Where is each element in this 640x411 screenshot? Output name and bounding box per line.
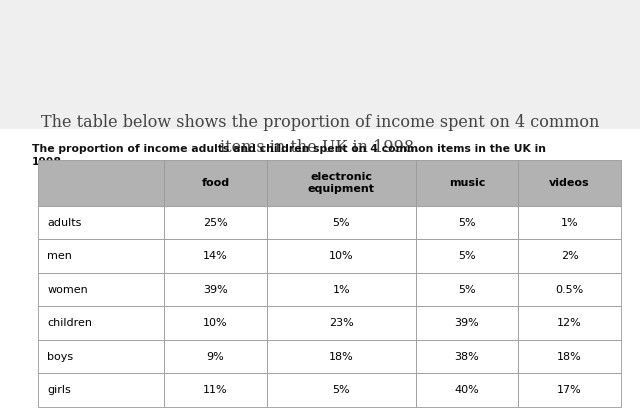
Text: 1%: 1% (332, 285, 350, 295)
Text: 9%: 9% (207, 352, 224, 362)
Text: 5%: 5% (332, 218, 350, 228)
Text: 5%: 5% (332, 385, 350, 395)
Text: boys: boys (47, 352, 73, 362)
Text: food: food (202, 178, 230, 188)
Text: 25%: 25% (203, 218, 228, 228)
Text: 39%: 39% (454, 318, 479, 328)
Bar (518, 160, 621, 206)
Bar (518, 340, 621, 374)
Text: 14%: 14% (203, 251, 228, 261)
Text: 38%: 38% (454, 352, 479, 362)
Text: 17%: 17% (557, 385, 582, 395)
Bar (518, 206, 621, 239)
Text: videos: videos (549, 178, 590, 188)
Bar (164, 307, 267, 340)
Bar (267, 206, 415, 239)
Bar (518, 307, 621, 340)
Bar (415, 206, 518, 239)
Text: 10%: 10% (329, 251, 353, 261)
Text: electronic
equipment: electronic equipment (308, 172, 374, 194)
Text: women: women (47, 285, 88, 295)
Bar (267, 273, 415, 307)
Text: 5%: 5% (458, 285, 476, 295)
Bar (164, 206, 267, 239)
Text: adults: adults (47, 218, 81, 228)
Bar (415, 239, 518, 273)
Bar (267, 374, 415, 407)
Text: girls: girls (47, 385, 71, 395)
Bar (415, 340, 518, 374)
Bar (267, 239, 415, 273)
Bar (267, 307, 415, 340)
Text: 5%: 5% (458, 218, 476, 228)
Bar (38, 239, 164, 273)
Bar (164, 273, 267, 307)
Text: music: music (449, 178, 485, 188)
Text: The proportion of income adults and children spent on 4 common items in the UK i: The proportion of income adults and chil… (32, 144, 546, 167)
Bar (38, 340, 164, 374)
Bar (518, 374, 621, 407)
Text: 1%: 1% (561, 218, 579, 228)
Bar (415, 273, 518, 307)
Bar (164, 340, 267, 374)
Text: 11%: 11% (203, 385, 228, 395)
Text: 10%: 10% (203, 318, 228, 328)
Text: 18%: 18% (329, 352, 353, 362)
Bar (518, 273, 621, 307)
Bar (38, 374, 164, 407)
Bar (164, 374, 267, 407)
Text: 0.5%: 0.5% (556, 285, 584, 295)
Text: men: men (47, 251, 72, 261)
Text: The table below shows the proportion of income spent on 4 common
items in the UK: The table below shows the proportion of … (41, 114, 599, 156)
Bar (38, 273, 164, 307)
Bar (38, 160, 164, 206)
Bar (267, 160, 415, 206)
Bar (164, 239, 267, 273)
Bar (415, 307, 518, 340)
Bar (38, 307, 164, 340)
Text: 39%: 39% (203, 285, 228, 295)
Bar (415, 374, 518, 407)
Bar (267, 340, 415, 374)
Bar (518, 239, 621, 273)
Bar (415, 160, 518, 206)
Text: 12%: 12% (557, 318, 582, 328)
Text: 5%: 5% (458, 251, 476, 261)
Text: 40%: 40% (454, 385, 479, 395)
Bar (38, 206, 164, 239)
Text: 23%: 23% (329, 318, 353, 328)
Text: 2%: 2% (561, 251, 579, 261)
Text: children: children (47, 318, 92, 328)
Text: 18%: 18% (557, 352, 582, 362)
Bar (164, 160, 267, 206)
